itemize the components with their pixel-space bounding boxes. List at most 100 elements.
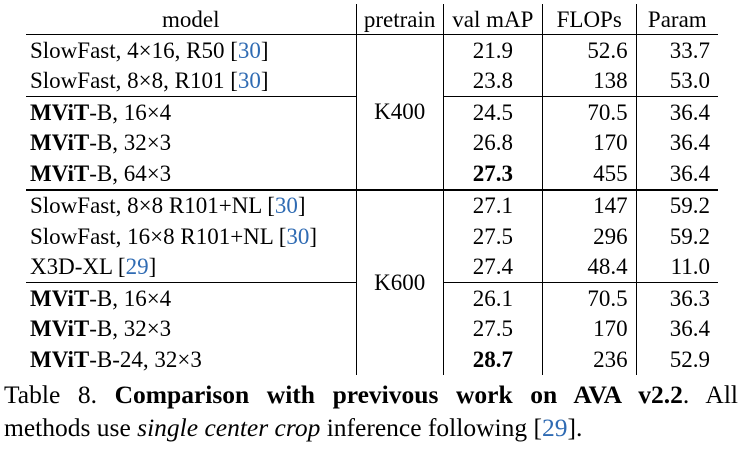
- caption-line1-tail: . All: [682, 380, 738, 409]
- header-model: model: [26, 4, 357, 35]
- cell-val-map: 27.5: [443, 221, 543, 252]
- cell-flops: 70.5: [542, 282, 637, 314]
- model-name-bold: MViT: [30, 346, 90, 372]
- cell-model: MViT-B, 16×4: [26, 96, 357, 128]
- cell-param: 36.3: [636, 282, 718, 314]
- citation-link[interactable]: 30: [237, 68, 261, 94]
- cell-model: X3D-XL [29]: [26, 252, 356, 283]
- caption-text-end: ].: [567, 413, 583, 442]
- cell-flops: 138: [542, 65, 637, 97]
- model-name: SlowFast, 8×8 R101+NL [: [30, 193, 275, 219]
- cell-param: 52.9: [669, 346, 710, 372]
- citation-link[interactable]: 29: [541, 413, 568, 442]
- cell-val-map: 27.5: [443, 313, 543, 344]
- header-pretrain: pretrain: [355, 4, 444, 35]
- table-row: MViT-B, 64×3 27.3 455 36.4: [26, 158, 718, 190]
- model-name-bold: MViT: [30, 160, 90, 186]
- model-name: -B-24, 32×3: [89, 346, 202, 372]
- model-name: SlowFast, 16×8 R101+NL [: [30, 223, 287, 249]
- cell-flops: 147: [542, 188, 637, 221]
- caption-line-2: methods use single center crop inference…: [4, 411, 738, 444]
- cell-param: 59.2: [636, 188, 718, 221]
- cell-val-map: 24.5: [443, 96, 543, 128]
- cell-param: 36.4: [636, 96, 718, 128]
- caption-text: methods use: [4, 413, 138, 442]
- comparison-table: model pretrain val mAP FLOPs Param SlowF…: [26, 4, 718, 375]
- cell-flops: 236: [542, 344, 637, 375]
- table-header-row: model pretrain val mAP FLOPs Param: [26, 4, 718, 35]
- caption-line-1: Table 8. Comparison with previvous work …: [4, 378, 738, 411]
- cell-param: 53.0: [669, 68, 710, 94]
- cell-param: 36.4: [669, 316, 710, 342]
- header-param: Param: [636, 4, 718, 35]
- model-name: SlowFast, 8×8, R101 [: [30, 68, 238, 94]
- cell-param: 11.0: [670, 254, 710, 280]
- cell-param: 59.2: [669, 223, 710, 249]
- cell-val-map: 27.3: [443, 158, 543, 190]
- cell-model: MViT-B-24, 32×3: [26, 344, 356, 375]
- cell-val-map: 26.1: [443, 282, 543, 314]
- table-caption: Table 8. Comparison with previvous work …: [4, 378, 738, 444]
- model-name: -B, 16×4: [89, 99, 172, 125]
- table-row: MViT-B, 16×4 26.1 70.5 36.3: [26, 282, 718, 314]
- header-val-map: val mAP: [443, 4, 543, 35]
- cell-flops: 170: [542, 313, 637, 344]
- cell-pretrain: K400: [355, 34, 444, 190]
- cell-flops: 455: [542, 158, 637, 190]
- citation-bracket: ]: [297, 193, 306, 219]
- cell-val-map: 23.8: [443, 65, 543, 97]
- cell-param: 36.4: [669, 130, 710, 156]
- model-name: -B, 16×4: [89, 285, 172, 311]
- table-row: MViT-B, 32×3 26.8 170 36.4: [26, 127, 718, 159]
- cell-val-map: 26.8: [443, 127, 543, 158]
- cell-model: SlowFast, 8×8 R101+NL [30]: [26, 188, 357, 221]
- cell-model: MViT-B, 32×3: [26, 128, 356, 159]
- table-row: SlowFast, 4×16, R50 [30] K400 21.9 52.6 33.7: [26, 34, 718, 190]
- cell-model: SlowFast, 8×8, R101 [30]: [26, 66, 356, 97]
- header-flops: FLOPs: [542, 4, 637, 35]
- table-row: MViT-B-24, 32×3 28.7 236 52.9: [26, 344, 718, 375]
- cell-val-map: 21.9: [443, 34, 543, 66]
- citation-link[interactable]: 30: [274, 193, 298, 219]
- caption-title: Comparison with previvous work on AVA v2…: [114, 380, 683, 409]
- table-row: MViT-B, 32×3 27.5 170 36.4: [26, 313, 718, 345]
- table-row: MViT-B, 16×4 24.5 70.5 36.4: [26, 96, 718, 128]
- model-name: -B, 32×3: [89, 316, 172, 342]
- model-name: -B, 32×3: [89, 130, 172, 156]
- cell-model: MViT-B, 64×3: [26, 158, 356, 190]
- citation-link[interactable]: 30: [286, 223, 310, 249]
- cell-flops: 52.6: [542, 34, 637, 66]
- model-name-bold: MViT: [30, 130, 90, 156]
- citation-bracket: ]: [260, 37, 269, 63]
- cell-pretrain: K600: [355, 188, 444, 375]
- cell-model: MViT-B, 16×4: [26, 282, 357, 314]
- caption-text-mid: inference following [: [320, 413, 542, 442]
- cell-val-map: 28.7: [443, 344, 543, 375]
- comparison-table-container: model pretrain val mAP FLOPs Param SlowF…: [26, 4, 718, 375]
- cell-model: MViT-B, 32×3: [26, 314, 356, 345]
- citation-link[interactable]: 30: [237, 37, 261, 63]
- table-row: SlowFast, 16×8 R101+NL [30] 27.5 296 59.2: [26, 221, 718, 252]
- cell-param: 33.7: [669, 37, 710, 63]
- cell-flops: 296: [542, 221, 637, 252]
- citation-link[interactable]: 29: [125, 254, 149, 280]
- cell-val-map: 27.4: [443, 251, 543, 283]
- citation-bracket: ]: [148, 254, 157, 280]
- model-name: X3D-XL [: [30, 254, 126, 280]
- model-name-bold: MViT: [30, 285, 90, 311]
- table-row: SlowFast, 8×8, R101 [30] 23.8 138 53.0: [26, 65, 718, 97]
- citation-bracket: ]: [260, 68, 269, 94]
- table-row: X3D-XL [29] 27.4 48.4 11.0: [26, 251, 718, 283]
- model-name: -B, 64×3: [89, 160, 172, 186]
- cell-flops: 48.4: [542, 251, 637, 283]
- model-name-bold: MViT: [30, 316, 90, 342]
- cell-val-map: 27.1: [443, 188, 543, 221]
- model-name: SlowFast, 4×16, R50 [: [30, 37, 238, 63]
- cell-model: SlowFast, 16×8 R101+NL [30]: [26, 221, 356, 252]
- table-body: SlowFast, 4×16, R50 [30] K400 21.9 52.6 33.7…: [26, 34, 718, 375]
- cell-model: SlowFast, 4×16, R50 [30]: [26, 35, 356, 66]
- model-name-bold: MViT: [30, 99, 90, 125]
- caption-italic-phrase: single center crop: [137, 413, 321, 442]
- cell-param: 36.4: [669, 160, 710, 186]
- cell-flops: 70.5: [542, 96, 637, 128]
